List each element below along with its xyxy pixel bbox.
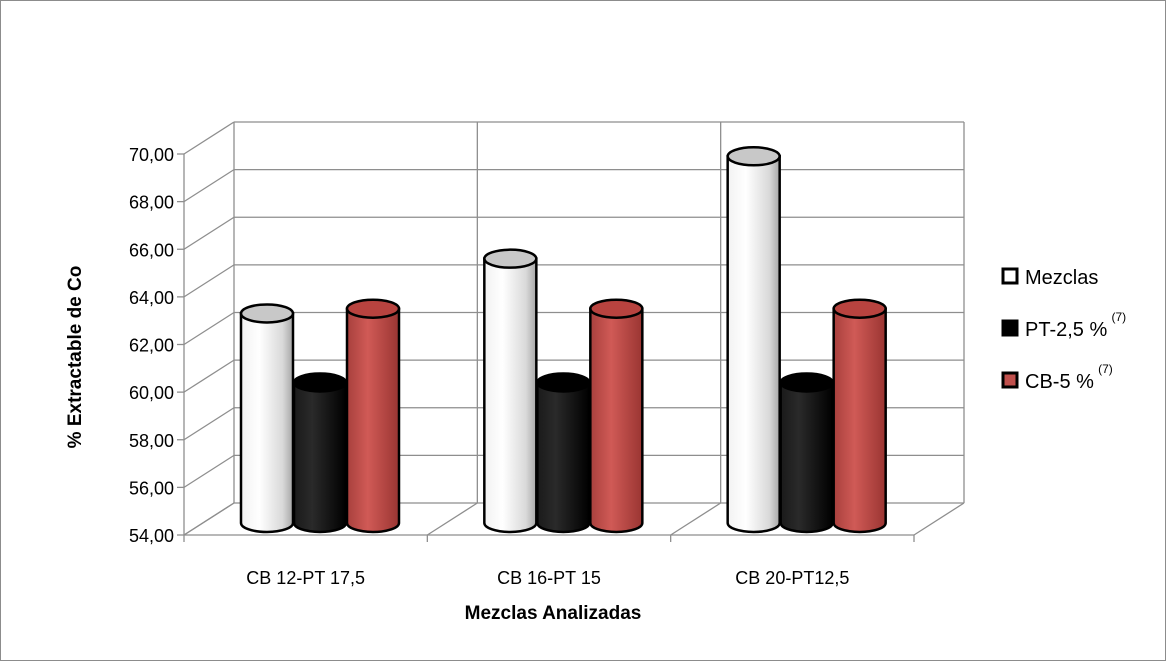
x-tick-label: CB 20-PT12,5 [735, 568, 849, 588]
bar-body [832, 307, 887, 534]
y-tick-label: 66,00 [129, 240, 174, 260]
bars-layer [239, 146, 887, 534]
gridline-side [183, 121, 235, 155]
y-tick-label: 54,00 [129, 526, 174, 546]
bar-0-1 [483, 248, 538, 534]
legend: Mezclas PT-2,5 % (7) CB-5 % (7) [1001, 267, 1126, 393]
legend-label: Mezclas [1025, 267, 1098, 289]
y-axis-title: % Extractable de Co [65, 266, 86, 449]
gridline-side [183, 359, 235, 393]
bar-body [726, 155, 781, 534]
bar-top [292, 372, 348, 393]
bar-top [832, 298, 887, 319]
gridline-side [183, 169, 235, 203]
bar-0-2 [726, 146, 781, 534]
legend-item-2: CB-5 % (7) [1001, 362, 1113, 393]
bar-body [239, 312, 295, 534]
gridline-side [183, 311, 235, 346]
bar-body [589, 307, 644, 534]
floor-gridline [426, 502, 478, 536]
bar-body [483, 257, 538, 534]
floor-gridline [183, 502, 235, 536]
y-axis: 54,00 56,00 58,00 60,00 62,00 64,00 66,00 68,00… [129, 145, 184, 546]
bar-0-0 [239, 303, 295, 534]
bar-body [779, 381, 834, 534]
y-tick-label: 70,00 [129, 145, 174, 165]
legend-item-0: Mezclas [1001, 267, 1098, 289]
y-tick-label: 58,00 [129, 431, 174, 451]
bar-body [292, 381, 348, 534]
bar-top [483, 248, 538, 269]
y-tick-label: 62,00 [129, 336, 174, 356]
bar-top [536, 372, 591, 393]
bar-top [589, 298, 644, 319]
bar-top [345, 298, 401, 319]
bar-top [779, 372, 834, 393]
x-axis-title: Mezclas Analizadas [465, 603, 642, 624]
bar-1-2 [779, 372, 834, 534]
legend-superscript: (7) [1111, 310, 1126, 324]
legend-swatch [1001, 319, 1019, 337]
gridline-side [183, 454, 235, 488]
bar-body [536, 381, 591, 534]
floor-gridline [670, 502, 722, 536]
y-tick-label: 64,00 [129, 288, 174, 308]
bar-2-1 [589, 298, 644, 534]
bar-top [239, 303, 295, 324]
legend-swatch [1001, 267, 1019, 285]
gridline-side [183, 216, 235, 250]
legend-label: CB-5 % [1025, 371, 1094, 393]
bar-top [726, 146, 781, 167]
y-tick-label: 60,00 [129, 383, 174, 403]
x-tick-label: CB 12-PT 17,5 [246, 568, 365, 588]
x-tick-label: CB 16-PT 15 [497, 568, 601, 588]
bar-1-0 [292, 372, 348, 534]
x-axis: CB 12-PT 17,5 CB 16-PT 15 CB 20-PT12,5 [183, 534, 915, 588]
bar-1-1 [536, 372, 591, 534]
y-tick-label: 68,00 [129, 193, 174, 213]
floor-gridline [913, 502, 965, 536]
legend-superscript: (7) [1098, 362, 1113, 376]
y-tick-label: 56,00 [129, 478, 174, 498]
legend-label: PT-2,5 % [1025, 319, 1107, 341]
gridline-side [183, 264, 235, 298]
legend-swatch [1001, 371, 1019, 389]
bar-2-0 [345, 298, 401, 534]
bar-2-2 [832, 298, 887, 534]
bar-body [345, 307, 401, 534]
gridline-side [183, 407, 235, 441]
legend-item-1: PT-2,5 % (7) [1001, 310, 1126, 341]
